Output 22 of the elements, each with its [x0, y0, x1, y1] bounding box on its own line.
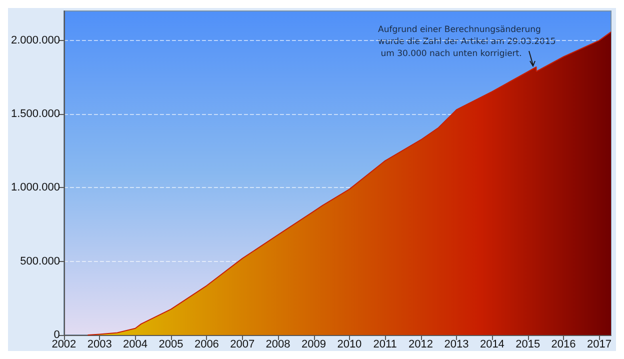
y-tick-label: 1.500.000 — [11, 108, 60, 120]
y-tick-label: 1.000.000 — [11, 182, 60, 194]
x-tick-label: 2016 — [551, 338, 576, 350]
x-tick-label: 2017 — [587, 338, 612, 350]
annotation: Aufgrund einer Berechnungsänderung wurde die Zahl der Artikel am 29.03.2015 um 30.000 nach unten korrigiert. — [378, 25, 556, 59]
x-tick-label: 2008 — [266, 338, 290, 350]
x-tick-label: 2009 — [302, 338, 326, 350]
x-tick-label: 2014 — [480, 338, 504, 350]
x-tick-label: 2012 — [408, 338, 434, 350]
x-tick-label: 2015 — [516, 338, 540, 350]
x-tick-label: 2007 — [230, 338, 255, 350]
x-tick-label: 2003 — [87, 338, 112, 350]
y-tick-label: 0 — [54, 329, 60, 341]
y-tick-label: 500.000 — [20, 255, 60, 268]
x-tick-label: 2010 — [337, 338, 362, 350]
x-tick-label: 2005 — [158, 338, 184, 350]
x-tick-label: 2002 — [52, 338, 76, 350]
y-tick-label: 2.000.000 — [11, 34, 60, 46]
x-tick-label: 2004 — [123, 338, 148, 350]
x-tick-label: 2011 — [373, 338, 397, 350]
x-tick-label: 2013 — [444, 338, 469, 350]
x-tick-label: 2006 — [194, 338, 219, 350]
